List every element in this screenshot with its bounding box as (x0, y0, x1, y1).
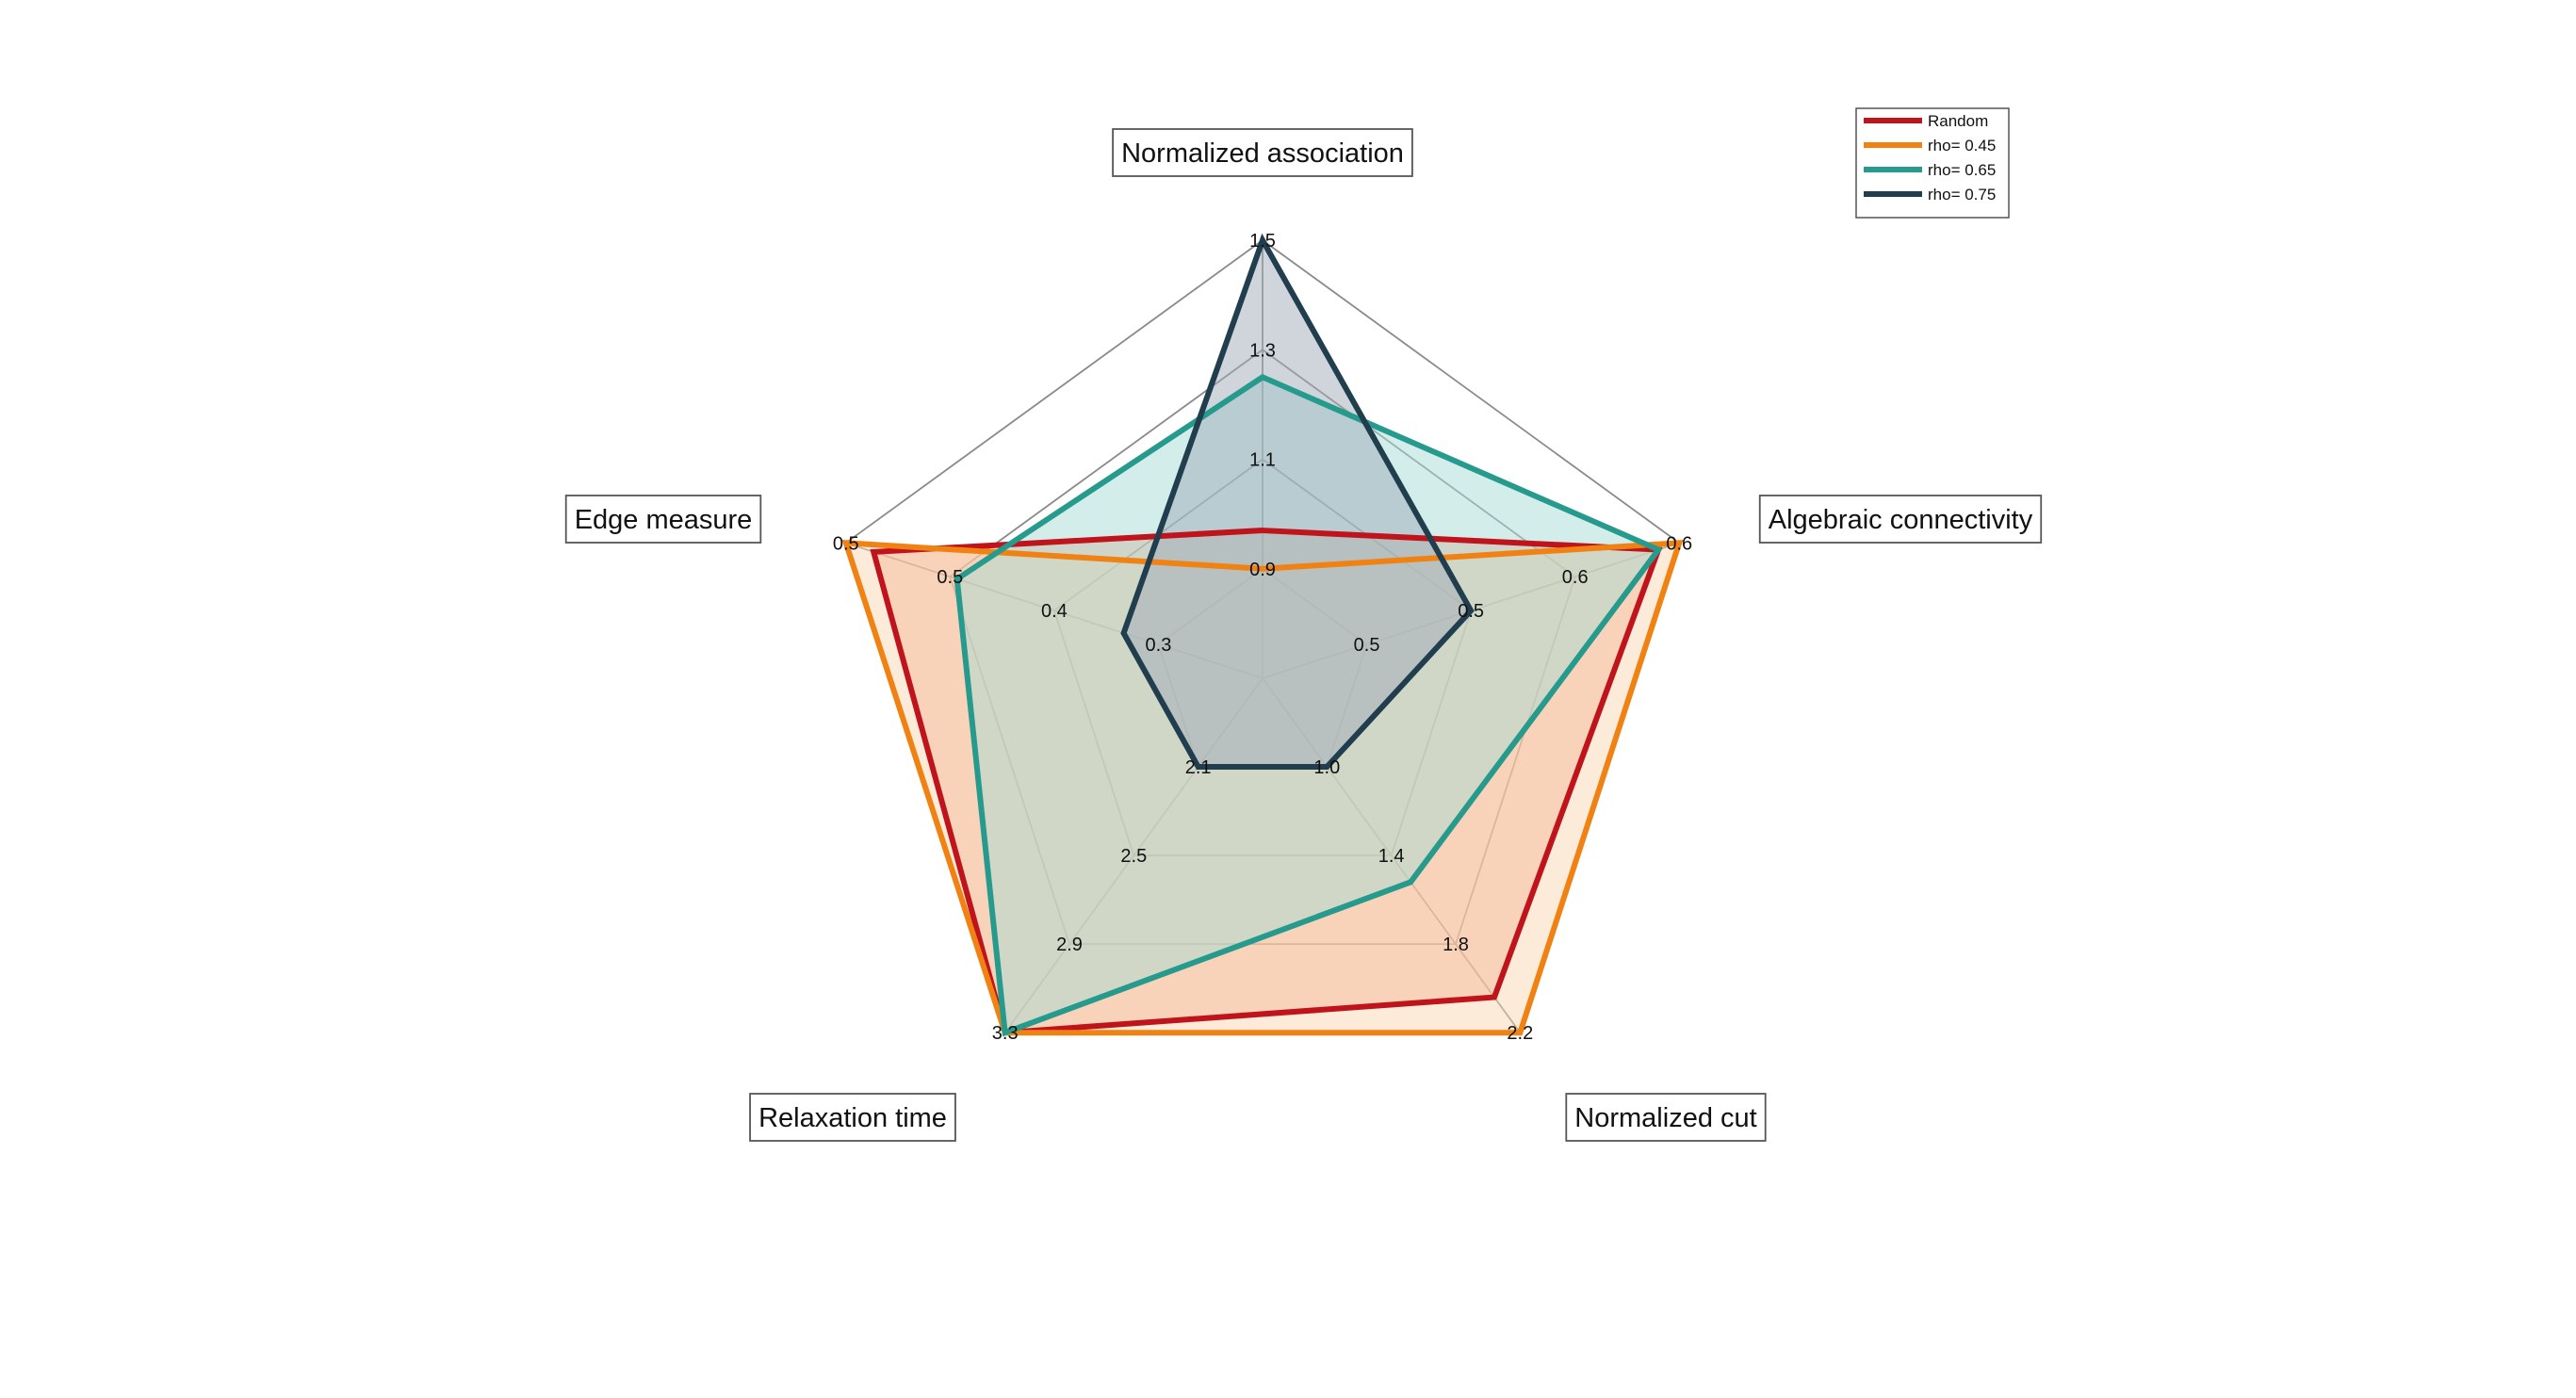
tick-label: 0.6 (1562, 567, 1589, 588)
axis-label-5: Edge measure (564, 495, 762, 544)
tick-label: 1.5 (1249, 231, 1276, 252)
axis-label-1: Normalized association (1112, 128, 1413, 177)
tick-label: 1.4 (1378, 846, 1405, 867)
axis-label-2: Algebraic connectivity (1758, 495, 2043, 544)
series-line-4 (1120, 233, 1475, 771)
axis-label-text: Relaxation time (758, 1103, 947, 1133)
legend-label-3: rho= 0.65 (1928, 161, 1996, 179)
legend-label-2: rho= 0.45 (1928, 137, 1996, 154)
tick-label: 0.6 (1666, 533, 1692, 554)
series-area-4 (1123, 240, 1472, 768)
tick-label: 1.0 (1313, 757, 1340, 778)
tick-label: 0.5 (937, 567, 963, 588)
tick-labels: 0.9 1.1 1.3 1.5 0.5 0.5 0.6 0.6 1.0 1.4 1.8 2.2 2.1 2… (833, 231, 1692, 1044)
series-lines (841, 233, 1684, 1037)
axis-label-box (1112, 128, 1413, 177)
tick-label: 0.9 (1249, 560, 1276, 580)
tick-label: 0.3 (1146, 635, 1172, 656)
tick-label: 2.5 (1120, 846, 1147, 867)
axis-label-text: Algebraic connectivity (1769, 505, 2033, 535)
axis-label-box (564, 495, 762, 544)
legend: Random rho= 0.45 rho= 0.65 rho= 0.75 (1855, 107, 2010, 219)
legend-label-1: Random (1928, 112, 1988, 130)
series-line-2 (841, 540, 1684, 1036)
legend-label-4: rho= 0.75 (1928, 186, 1996, 203)
tick-label: 1.8 (1443, 935, 1469, 955)
axis-label-box (1758, 495, 2043, 544)
tick-label: 2.9 (1056, 935, 1083, 955)
tick-label: 2.1 (1185, 757, 1212, 778)
axis-label-text: Edge measure (575, 505, 753, 535)
tick-label: 2.2 (1507, 1023, 1533, 1044)
series-line-3 (954, 373, 1663, 1037)
tick-label: 3.3 (992, 1023, 1019, 1044)
axis-labels: Normalized association Algebraic connecti… (564, 128, 2043, 1142)
tick-label: 1.3 (1249, 340, 1276, 361)
axis-label-text: Normalized association (1121, 138, 1404, 169)
axis-label-4: Relaxation time (749, 1093, 956, 1142)
axis-label-box (749, 1093, 956, 1142)
tick-label: 1.1 (1249, 450, 1276, 471)
axis-label-text: Normalized cut (1574, 1103, 1756, 1133)
tick-label: 0.4 (1041, 601, 1068, 622)
legend-box (1855, 107, 2010, 219)
tick-label: 0.5 (1354, 635, 1380, 656)
tick-label: 0.5 (1458, 601, 1484, 622)
tick-label: 0.5 (833, 533, 859, 554)
axis-label-box (1565, 1093, 1767, 1142)
axis-label-3: Normalized cut (1565, 1093, 1767, 1142)
